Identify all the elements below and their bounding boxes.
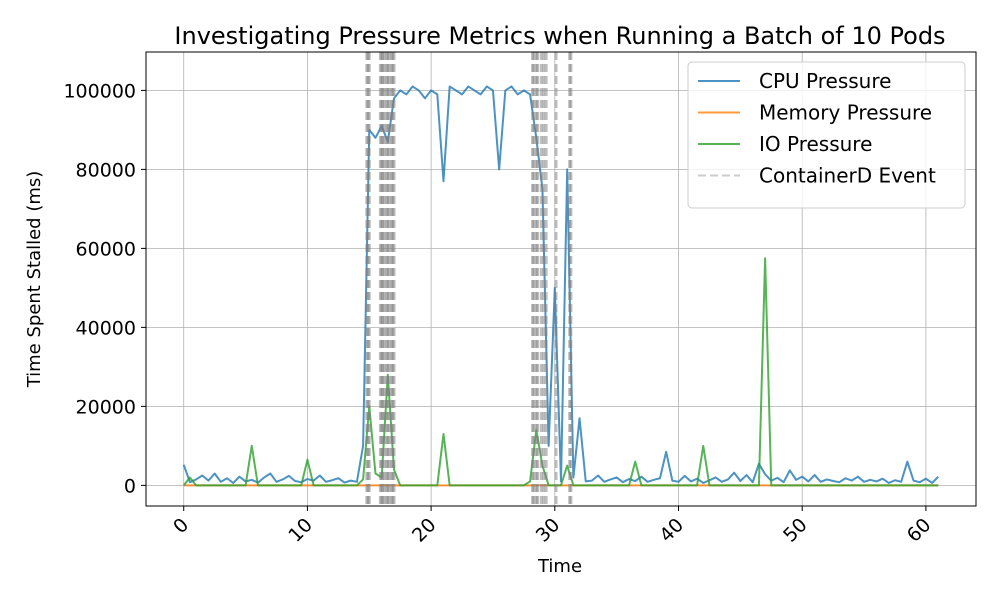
x-tick-label: 30 — [532, 514, 565, 547]
legend-label: ContainerD Event — [759, 164, 936, 188]
x-axis-label: Time — [537, 556, 582, 577]
y-tick-label: 100000 — [63, 80, 136, 102]
y-axis-label: Time Spent Stalled (ms) — [24, 171, 45, 389]
y-tick-label: 0 — [124, 475, 136, 497]
legend-label: CPU Pressure — [759, 69, 891, 93]
x-tick-label: 40 — [655, 514, 688, 547]
x-tick-label: 60 — [903, 514, 936, 547]
legend-label: IO Pressure — [759, 132, 872, 156]
data-line — [182, 257, 939, 487]
axes-frame — [145, 51, 977, 507]
chart-title: Investigating Pressure Metrics when Runn… — [174, 22, 945, 50]
data-line — [182, 85, 939, 484]
x-tick-label: 20 — [408, 514, 441, 547]
y-tick-label: 40000 — [76, 317, 136, 339]
plot-area — [182, 52, 939, 506]
x-tick-label: 10 — [284, 514, 317, 547]
y-tick-label: 80000 — [76, 159, 136, 181]
y-tick-label: 20000 — [76, 396, 136, 418]
y-tick-label: 60000 — [76, 238, 136, 260]
legend-box — [687, 61, 966, 209]
x-tick-label: 50 — [779, 514, 812, 547]
x-tick-label: 0 — [169, 514, 193, 538]
legend-label: Memory Pressure — [759, 101, 932, 125]
